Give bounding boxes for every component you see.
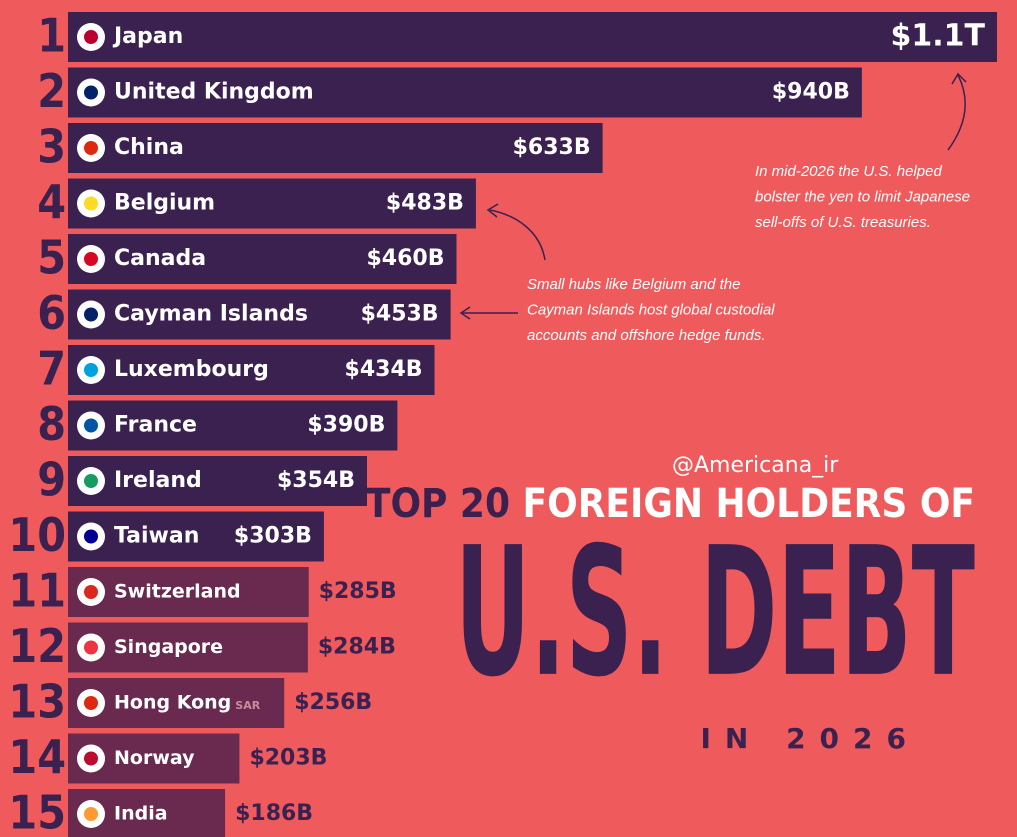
value-label: $460B — [366, 246, 444, 271]
value-label: $203B — [249, 746, 327, 771]
arrow-head — [951, 72, 967, 85]
annotation: Cayman Islands host global custodial — [527, 301, 775, 318]
arrow — [947, 74, 966, 151]
value-label: $483B — [386, 191, 464, 216]
bar — [68, 67, 862, 118]
flag-emblem — [84, 585, 98, 599]
category-label: Belgium — [114, 191, 215, 216]
bar — [68, 622, 308, 673]
bar — [68, 456, 367, 506]
bar — [68, 178, 476, 229]
category-label: Cayman Islands — [114, 302, 308, 327]
flag-emblem — [84, 696, 98, 710]
category-label: Ireland — [114, 468, 202, 493]
arrow-head — [459, 306, 471, 320]
arrow — [489, 209, 546, 261]
bar — [68, 12, 997, 62]
annotation: accounts and offshore hedge funds. — [527, 327, 766, 344]
rank: 8 — [37, 397, 66, 451]
annotation: sell-offs of U.S. treasuries. — [755, 214, 931, 231]
rank: 12 — [8, 619, 66, 673]
rank: 9 — [37, 453, 66, 507]
value-label: $285B — [319, 579, 397, 604]
rank: 14 — [8, 730, 66, 784]
value-label: $186B — [235, 801, 313, 826]
annotation: In mid-2026 the U.S. helped — [755, 163, 942, 180]
category-label: United Kingdom — [114, 80, 314, 105]
annotation: Small hubs like Belgium and the — [527, 276, 740, 293]
category-label: Taiwan — [114, 524, 199, 549]
bar — [68, 123, 603, 173]
flag-emblem — [84, 252, 98, 266]
flag-emblem — [84, 141, 98, 155]
rank: 13 — [8, 675, 66, 729]
flag-emblem — [84, 529, 98, 544]
value-label: $453B — [361, 302, 439, 327]
category-label: India — [114, 803, 168, 825]
value-label: $354B — [277, 468, 355, 493]
bar — [68, 345, 435, 395]
subtitle: IN 2026 — [700, 722, 920, 755]
category-label: Hong Kong — [114, 692, 231, 714]
rank: 10 — [8, 508, 66, 562]
category-label: Singapore — [114, 636, 223, 658]
category-suffix: SAR — [235, 699, 260, 712]
value-label: $633B — [513, 135, 591, 160]
value-label: $390B — [307, 413, 385, 438]
title-block: @Americana_ir TOP 20 FOREIGN HOLDERS OF … — [366, 453, 975, 755]
title-prefix: TOP 20 — [366, 481, 510, 527]
rank: 1 — [37, 9, 66, 63]
rank: 5 — [37, 231, 66, 285]
rank: 6 — [37, 286, 66, 340]
value-label: $940B — [772, 80, 850, 105]
annotation: bolster the yen to limit Japanese — [755, 188, 970, 205]
rank: 15 — [8, 786, 66, 837]
value-label: $1.1T — [891, 19, 986, 54]
annotation-arrows — [459, 72, 967, 320]
flag-emblem — [84, 196, 98, 211]
category-label: China — [114, 135, 184, 160]
value-label: $256B — [294, 690, 372, 715]
category-label: Luxembourg — [114, 357, 269, 382]
flag-emblem — [84, 418, 98, 433]
arrow-head — [486, 203, 499, 218]
category-label: Switzerland — [114, 581, 241, 603]
bar — [68, 289, 451, 340]
bars: 1 Japan $1.1T 2 United Kingdom $940B 3 China $63… — [8, 9, 997, 837]
value-label: $434B — [345, 357, 423, 382]
category-label: France — [114, 413, 197, 438]
flag-emblem — [84, 363, 98, 377]
bar — [68, 567, 309, 617]
flag-emblem — [84, 640, 98, 655]
flag-emblem — [84, 751, 98, 766]
title-line: TOP 20 FOREIGN HOLDERS OF — [366, 481, 975, 527]
category-label: Canada — [114, 246, 206, 271]
rank: 2 — [37, 64, 66, 118]
flag-emblem — [84, 30, 98, 44]
bar — [68, 511, 324, 562]
credit: @Americana_ir — [672, 453, 839, 478]
rank: 4 — [37, 175, 66, 229]
bar — [68, 400, 398, 451]
flag-emblem — [84, 85, 98, 100]
flag-emblem — [84, 807, 98, 821]
value-label: $284B — [318, 635, 396, 660]
category-label: Japan — [112, 24, 183, 49]
rank: 3 — [37, 120, 66, 174]
flag-emblem — [84, 474, 98, 488]
flag-emblem — [84, 307, 98, 322]
title-highlight: FOREIGN HOLDERS OF — [523, 481, 975, 527]
value-label: $303B — [234, 524, 312, 549]
chart-title: U.S. DEBT — [455, 509, 975, 716]
rank: 11 — [8, 564, 66, 618]
bar — [68, 234, 457, 284]
category-label: Norway — [114, 747, 195, 769]
rank: 7 — [37, 342, 66, 396]
